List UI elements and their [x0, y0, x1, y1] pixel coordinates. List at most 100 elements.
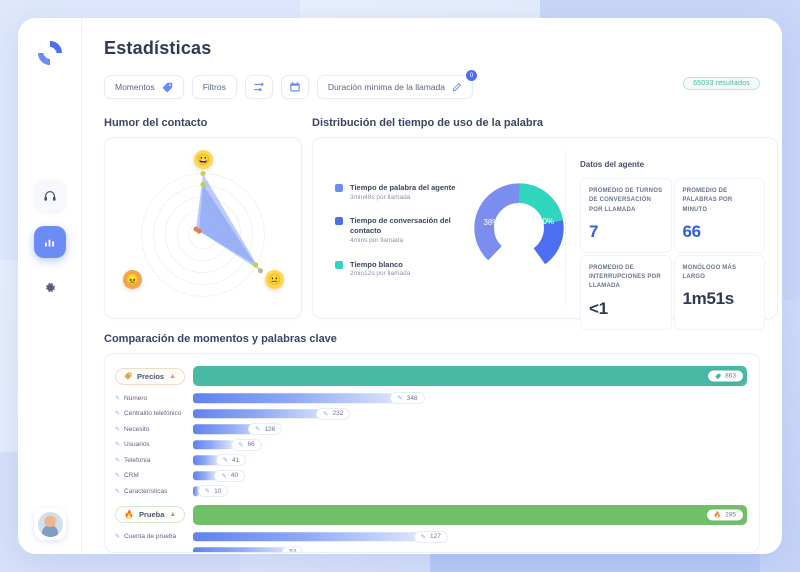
value-text: 10 [214, 487, 222, 495]
legend-label: Tiempo de palabra del agente [350, 182, 456, 192]
legend-sublabel: 4mins por llamada [350, 236, 404, 244]
bar-track: ✎ 40 [193, 469, 747, 484]
bar-keyword[interactable] [193, 547, 299, 552]
keyword-tag-icon: ✎ [115, 442, 121, 449]
call-duration-filter-button[interactable]: Duración mínima de la llamada 0 [316, 70, 477, 99]
group-pill-precios[interactable]: Precios ▲ [115, 367, 186, 385]
stat-card-interruptions: PROMEDIO DE INTERRUPCIONES POR LLAMADA <… [580, 254, 672, 330]
bar-track: ✎ 10 [193, 484, 747, 499]
bar-track: 863 [193, 364, 747, 388]
sidebar-item-statistics[interactable] [33, 226, 66, 258]
bar-keyword[interactable] [193, 532, 440, 542]
bar-track: ✎ 126 [193, 422, 747, 437]
bar-keyword[interactable] [193, 440, 236, 450]
keyword-tag-icon: ✎ [115, 534, 121, 541]
bar-value-keyword: ✎ 126 [247, 423, 283, 436]
bar-track: ✎ 127 [193, 530, 747, 545]
group-pill-prueba[interactable]: 🔥 Prueba ▲ [115, 506, 186, 523]
bar-value-precios: 863 [708, 370, 743, 382]
value-text: 863 [725, 372, 736, 380]
moments-filter-button[interactable]: Momentos [104, 75, 184, 99]
sidebar-item-settings[interactable] [34, 272, 66, 304]
keyword-tag-icon: ✎ [115, 473, 121, 480]
distribution-legend: Tiempo de palabra del agente 3min48s por… [325, 150, 473, 306]
stat-label: PROMEDIO DE INTERRUPCIONES POR LLAMADA [589, 264, 661, 290]
value-text: 126 [264, 425, 276, 433]
distribution-card: Tiempo de palabra del agente 3min48s por… [312, 137, 778, 330]
keyword-label: CRM [124, 472, 139, 480]
bar-row-keyword: ✎ Características ✎ 10 [115, 484, 747, 499]
bar-track: ✎ 348 [193, 391, 747, 406]
bar-keyword[interactable] [193, 455, 220, 465]
bar-row-keyword: ✎ Número ✎ 348 [115, 391, 747, 406]
value-text: 348 [406, 394, 418, 402]
chevron-up-icon: ▲ [169, 511, 177, 518]
value-text: 285 [725, 511, 736, 518]
value-text: 66 [247, 441, 255, 449]
main-content: Estadísticas Momentos Filtros [82, 18, 782, 554]
flame-icon: 🔥 [713, 512, 722, 518]
gear-icon [43, 281, 57, 295]
group-name: Precios [137, 371, 165, 381]
bar-row-keyword: ✎ Telefonía ✎ 41 [115, 453, 747, 468]
bar-keyword[interactable] [193, 486, 200, 496]
bar-keyword[interactable] [193, 424, 274, 434]
keyword-label-cell: ✎ Usuarios [115, 441, 193, 448]
keyword-label: Centralito telefónico [124, 410, 182, 418]
bar-value-keyword: ✎ 348 [390, 392, 425, 405]
sort-button[interactable] [244, 75, 273, 99]
bar-precios[interactable] [193, 366, 747, 386]
group-label-cell: Precios ▲ [115, 367, 193, 385]
keyword-label-cell: ✎ Número [115, 395, 193, 402]
filters-label: Filtros [202, 82, 226, 92]
page-title: Estadísticas [104, 38, 212, 58]
agent-stats-panel: Datos del agente PROMEDIO DE TURNOS DE C… [565, 150, 765, 330]
filters-button[interactable]: Filtros [191, 75, 237, 99]
user-avatar[interactable] [34, 508, 66, 540]
donut-slice-contact [474, 183, 564, 273]
value-text: 232 [332, 410, 344, 418]
bar-keyword[interactable] [193, 393, 417, 403]
legend-swatch-silence [335, 260, 343, 269]
stat-card-words-per-minute: PROMEDIO DE PALABRAS POR MINUTO 66 [673, 178, 765, 253]
keyword-label-cell: ✎ Telefonía [115, 457, 193, 464]
keyword-tag-icon: ✎ [254, 426, 261, 434]
bar-prueba[interactable] [193, 504, 747, 525]
refresh-circle-logo-icon[interactable] [33, 36, 67, 70]
bar-keyword[interactable] [193, 471, 219, 481]
legend-swatch-contact-talk [335, 217, 343, 226]
call-duration-label: Duración mínima de la llamada [327, 82, 445, 92]
distribution-section-title: Distribución del tiempo de uso de la pal… [312, 117, 544, 129]
headphones-icon [43, 189, 57, 203]
legend-item: Tiempo de conversación del contacto 4min… [335, 216, 473, 245]
bar-row-keyword: ✎ Centralito telefónico ✎ 232 [115, 407, 747, 422]
sidebar-item-calls[interactable] [33, 180, 66, 212]
group-name: Prueba [138, 510, 165, 519]
stat-value: 7 [589, 221, 599, 241]
stat-value: <1 [589, 298, 608, 318]
bar-track: ✎ 232 [193, 407, 747, 422]
keyword-comparison-chart: Precios ▲ 863 [104, 353, 760, 553]
keyword-tag-icon: ✎ [420, 533, 426, 541]
keyword-tag-icon: ✎ [115, 411, 121, 418]
top-charts-row: Humor del contacto [104, 117, 778, 330]
keyword-label-cell: ✎ Características [115, 488, 193, 495]
app-window: Estadísticas Momentos Filtros [18, 18, 782, 554]
edit-pencil-icon [452, 82, 462, 92]
bar-value-keyword: ✎ 232 [316, 407, 351, 420]
keyword-tag-icon: ✎ [115, 426, 121, 433]
bar-row-keyword: ✎ CRM ✎ 40 [115, 469, 747, 484]
keyword-label-cell: ✎ Centralito telefónico [115, 410, 193, 417]
keyword-tag-icon: ✎ [323, 410, 329, 418]
sidebar-nav [33, 180, 66, 304]
keyword-tag-icon: ✎ [115, 457, 121, 464]
bar-keyword[interactable] [193, 409, 343, 419]
happy-emoji-icon: 😀 [194, 150, 213, 169]
keyword-tag-icon: ✎ [397, 395, 403, 403]
angry-emoji-icon: 😠 [123, 270, 142, 289]
keyword-tag-icon: ✎ [222, 457, 229, 465]
bar-track: ✎ 41 [193, 453, 747, 468]
calendar-button[interactable] [280, 75, 309, 99]
bar-value-keyword: ✎ 127 [413, 530, 448, 543]
keyword-tag-icon: ✎ [204, 488, 211, 496]
